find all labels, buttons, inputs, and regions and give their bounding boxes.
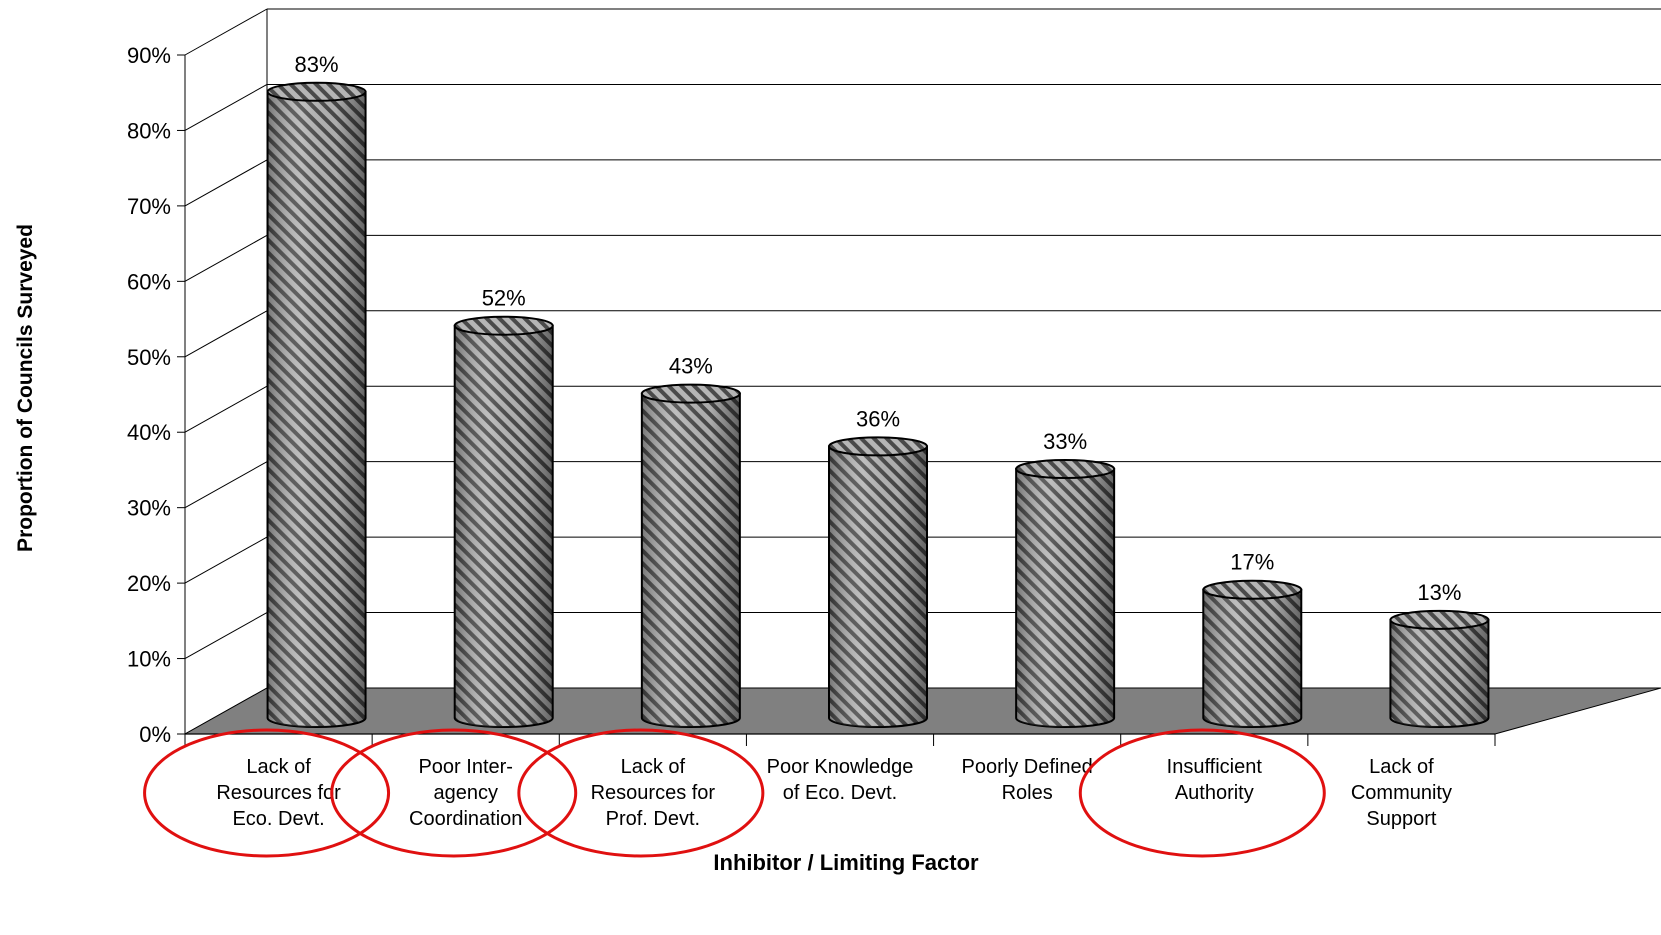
bar-shading <box>1390 619 1489 727</box>
y-tick-label: 30% <box>127 496 171 521</box>
highlight-circle <box>517 728 765 858</box>
category-label-line: Poor Inter- <box>418 756 512 778</box>
bar-5 <box>1202 579 1303 728</box>
highlight-layer <box>143 728 1326 858</box>
value-label: 43% <box>669 354 713 379</box>
y-tick-label: 50% <box>127 345 171 370</box>
category-label-line: Support <box>1366 808 1436 830</box>
value-label: 17% <box>1230 550 1274 575</box>
category-label-line: Authority <box>1175 782 1254 804</box>
gridline-diagonal <box>184 84 268 131</box>
value-label: 36% <box>856 406 900 431</box>
value-label: 33% <box>1043 429 1087 454</box>
bar-top <box>453 315 554 336</box>
category-label: Lack of Resources for Eco. Devt. <box>216 756 341 830</box>
category-label-line: Community <box>1351 782 1452 804</box>
bar-top <box>1015 459 1116 480</box>
category-label: Poorly Defined Roles <box>962 756 1093 804</box>
bar-6 <box>1389 609 1490 728</box>
bar-shading <box>829 446 927 727</box>
category-label-line: of Eco. Devt. <box>783 782 898 804</box>
gridline-diagonal <box>184 536 268 584</box>
bar-shading <box>1203 589 1302 727</box>
gridline-diagonal <box>184 8 268 56</box>
category-label-line: Resources for <box>216 782 341 804</box>
y-axis-title: Proportion of Councils Surveyed <box>14 224 37 552</box>
category-label-line: Coordination <box>409 808 522 830</box>
category-label-line: Resources for <box>591 782 716 804</box>
gridline-diagonal <box>184 612 268 659</box>
grid-layer <box>177 8 1661 735</box>
gridline-diagonal <box>184 159 268 207</box>
category-label: Lack of Resources for Prof. Devt. <box>591 756 716 830</box>
value-label: 83% <box>295 52 339 77</box>
category-label: Insufficient Authority <box>1167 756 1263 804</box>
category-label-line: Insufficient <box>1167 756 1263 778</box>
y-tick-label: 0% <box>139 722 171 747</box>
category-label: Poor Inter-agency Coordination <box>409 756 522 830</box>
bar-1 <box>453 315 554 728</box>
bar-shading <box>1016 469 1115 727</box>
bar-top <box>1202 579 1303 600</box>
category-label-line: agency <box>433 782 498 804</box>
y-tick-label: 20% <box>127 571 171 596</box>
gridline-diagonal <box>184 234 268 282</box>
category-label-line: Eco. Devt. <box>232 808 324 830</box>
category-label-line: Lack of <box>246 756 311 778</box>
category-label: Lack of Community Support <box>1351 756 1452 830</box>
highlight-circle <box>1078 728 1326 858</box>
labels-layer: 0% 10% 20% 30% 40% 50% 60% 70% 80% 90% 83% Lack of R… <box>127 43 1461 830</box>
value-label: 52% <box>482 286 526 311</box>
y-tick-label: 60% <box>127 269 171 294</box>
bars-layer <box>266 81 1490 728</box>
y-tick-label: 10% <box>127 647 171 672</box>
highlight-circle <box>143 728 391 858</box>
bar-top <box>266 81 367 102</box>
bar-0 <box>266 81 367 728</box>
highlight-circle <box>330 728 578 858</box>
value-label: 13% <box>1417 580 1461 605</box>
gridline-diagonal <box>184 461 268 509</box>
bar-4 <box>1015 459 1116 728</box>
x-axis-title: Inhibitor / Limiting Factor <box>713 850 979 875</box>
bar-shading <box>267 91 366 728</box>
y-tick-label: 40% <box>127 420 171 445</box>
gridline-diagonal <box>184 310 268 358</box>
category-label-line: Prof. Devt. <box>606 808 700 830</box>
y-tick-label: 70% <box>127 194 171 219</box>
bar-shading <box>454 325 553 727</box>
bar-2 <box>640 383 741 728</box>
gridline-diagonal <box>184 385 268 433</box>
category-label-line: Lack of <box>1369 756 1434 778</box>
category-label: Poor Knowledge of Eco. Devt. <box>767 756 914 804</box>
bar-3 <box>828 436 928 728</box>
category-label-line: Poorly Defined <box>962 756 1093 778</box>
bar-shading <box>641 393 740 727</box>
category-label-line: Roles <box>1002 782 1053 804</box>
category-label-line: Lack of <box>621 756 686 778</box>
y-tick-label: 80% <box>127 118 171 143</box>
y-tick-label: 90% <box>127 43 171 68</box>
category-label-line: Poor Knowledge <box>767 756 914 778</box>
bar-top <box>828 436 928 457</box>
bar-top <box>640 383 741 404</box>
bar-top <box>1389 609 1490 630</box>
